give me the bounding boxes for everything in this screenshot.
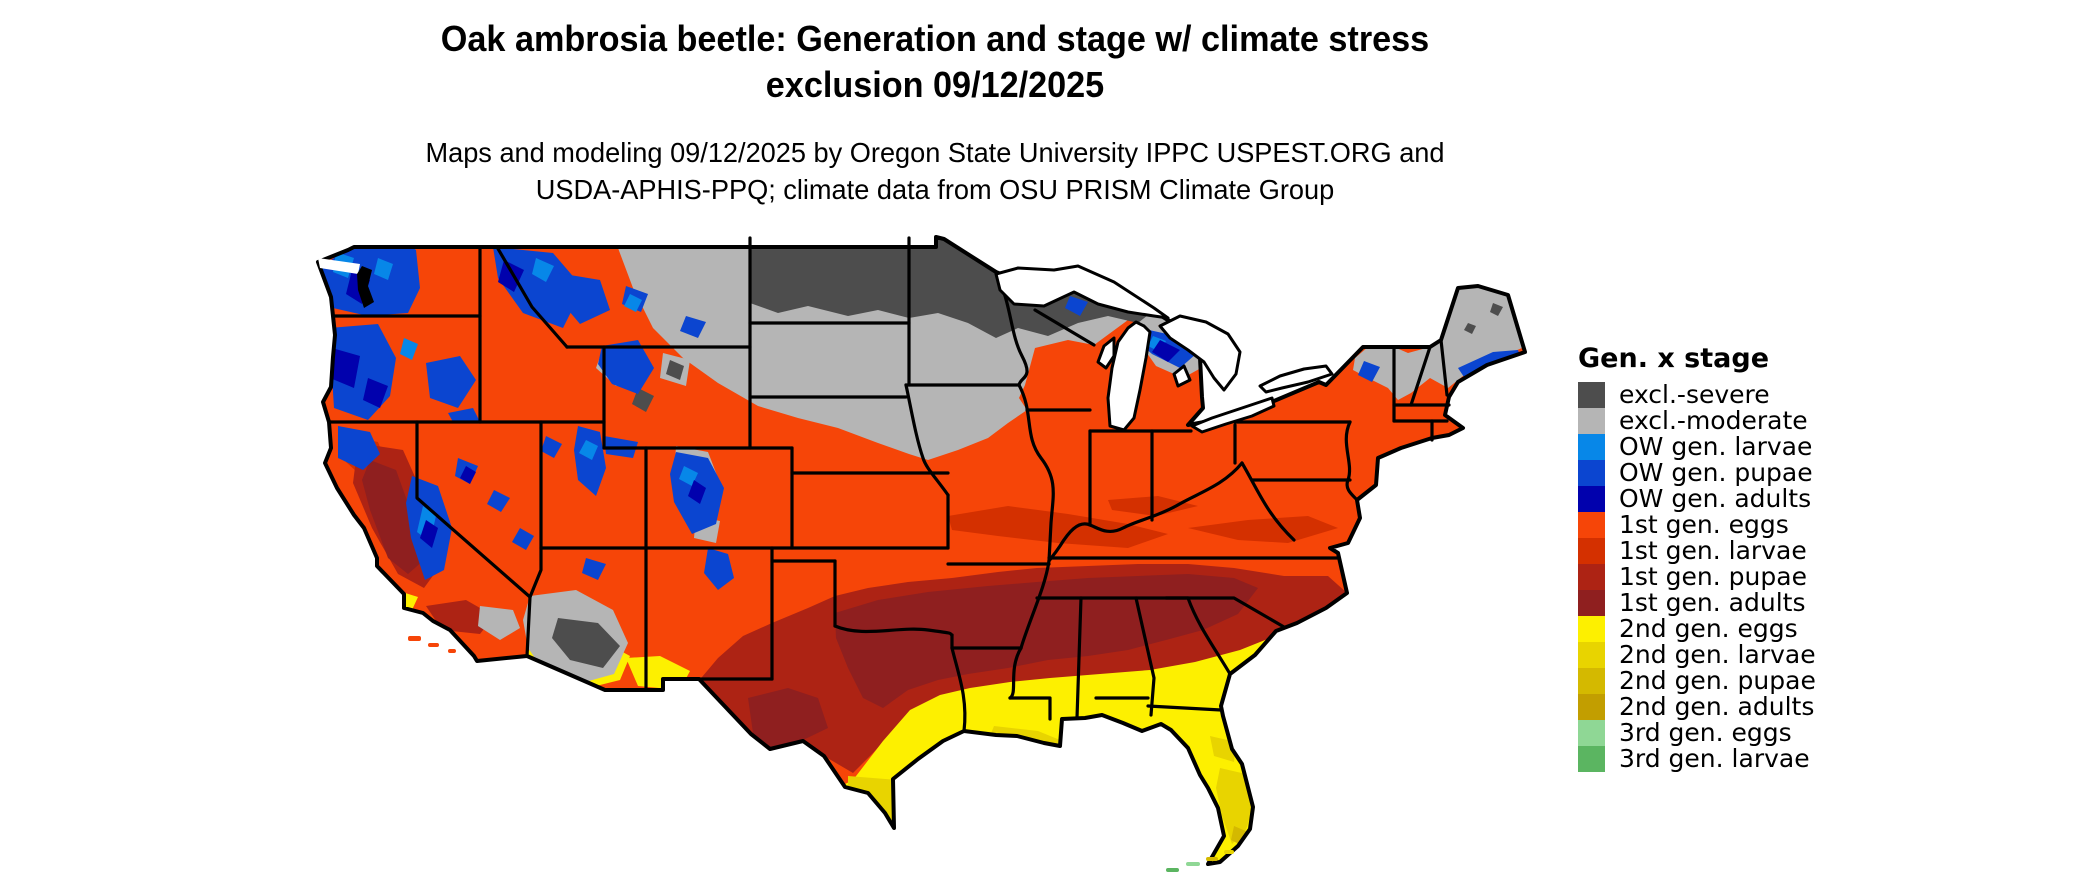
page-subtitle: Maps and modeling 09/12/2025 by Oregon S… — [425, 137, 1445, 205]
legend-item-2nd-larvae: 2nd gen. larvae — [1578, 642, 1878, 668]
legend-item-ow-pupae: OW gen. pupae — [1578, 460, 1878, 486]
legend-label: OW gen. larvae — [1619, 432, 1813, 461]
lake-huron — [1158, 314, 1242, 392]
legend-item-2nd-pupae: 2nd gen. pupae — [1578, 668, 1878, 694]
great-lakes — [994, 264, 1334, 434]
legend-swatch — [1578, 564, 1605, 590]
legend-swatch — [1578, 512, 1605, 538]
page-title: Oak ambrosia beetle: Generation and stag… — [47, 16, 1824, 108]
legend-title: Gen. x stage — [1578, 343, 1770, 374]
legend-swatch — [1578, 408, 1605, 434]
legend-swatch — [1578, 616, 1605, 642]
legend-label: 2nd gen. adults — [1619, 692, 1815, 721]
us-map — [308, 228, 1532, 890]
legend-label: 2nd gen. pupae — [1619, 666, 1816, 695]
us-map-svg — [316, 235, 1527, 872]
legend-label: 3rd gen. eggs — [1619, 718, 1792, 747]
region-gen2-pupae — [886, 820, 1248, 846]
legend-item-excl-moderate: excl.-moderate — [1578, 408, 1878, 434]
legend-item-1st-adults: 1st gen. adults — [1578, 590, 1878, 616]
legend-item-2nd-adults: 2nd gen. adults — [1578, 694, 1878, 720]
legend-label: OW gen. adults — [1619, 484, 1812, 513]
legend-swatch — [1578, 434, 1605, 460]
legend-label: excl.-moderate — [1619, 406, 1808, 435]
legend-item-3rd-larvae: 3rd gen. larvae — [1578, 746, 1878, 772]
map-header: Oak ambrosia beetle: Generation and stag… — [0, 16, 1870, 208]
green-bay — [1096, 336, 1116, 370]
legend-item-1st-pupae: 1st gen. pupae — [1578, 564, 1878, 590]
state-borders — [327, 236, 1451, 733]
saginaw-bay — [1172, 364, 1192, 388]
legend-swatch — [1578, 642, 1605, 668]
lake-ontario — [1258, 364, 1334, 394]
legend: Gen. x stage excl.-severe excl.-moderate… — [1578, 344, 1878, 772]
legend-swatch — [1578, 668, 1605, 694]
channel-islands — [408, 636, 456, 653]
florida-keys — [1166, 850, 1234, 872]
us-outline — [316, 235, 1527, 866]
legend-item-3rd-eggs: 3rd gen. eggs — [1578, 720, 1878, 746]
puget-sound — [357, 266, 374, 308]
legend-item-ow-adults: OW gen. adults — [1578, 486, 1878, 512]
legend-swatch — [1578, 382, 1605, 408]
page-title-line1: Oak ambrosia beetle: Generation and stag… — [440, 18, 1430, 59]
legend-label: 1st gen. eggs — [1619, 510, 1789, 539]
legend-label: 2nd gen. eggs — [1619, 614, 1798, 643]
legend-label: 1st gen. pupae — [1619, 562, 1807, 591]
legend-swatch — [1578, 590, 1605, 616]
legend-label: 2nd gen. larvae — [1619, 640, 1816, 669]
legend-label: excl.-severe — [1619, 380, 1770, 409]
page-title-line2: exclusion 09/12/2025 — [765, 64, 1105, 105]
legend-label: 3rd gen. larvae — [1619, 744, 1810, 773]
region-gen2-adults — [889, 834, 903, 847]
lake-michigan — [1106, 320, 1152, 432]
strait-juan-de-fuca — [318, 258, 360, 274]
legend-swatch — [1578, 538, 1605, 564]
legend-swatch — [1578, 460, 1605, 486]
lake-superior — [994, 264, 1170, 320]
legend-item-1st-larvae: 1st gen. larvae — [1578, 538, 1878, 564]
legend-label: 1st gen. adults — [1619, 588, 1806, 617]
region-excl-severe — [552, 237, 1503, 668]
legend-label: OW gen. pupae — [1619, 458, 1813, 487]
legend-item-2nd-eggs: 2nd gen. eggs — [1578, 616, 1878, 642]
legend-swatch — [1578, 486, 1605, 512]
legend-swatch — [1578, 694, 1605, 720]
lake-erie — [1190, 396, 1276, 434]
legend-item-ow-larvae: OW gen. larvae — [1578, 434, 1878, 460]
legend-swatch — [1578, 746, 1605, 772]
legend-item-1st-eggs: 1st gen. eggs — [1578, 512, 1878, 538]
legend-swatch — [1578, 720, 1605, 746]
legend-label: 1st gen. larvae — [1619, 536, 1807, 565]
region-gen1-adults — [362, 460, 1258, 748]
legend-item-excl-severe: excl.-severe — [1578, 382, 1878, 408]
